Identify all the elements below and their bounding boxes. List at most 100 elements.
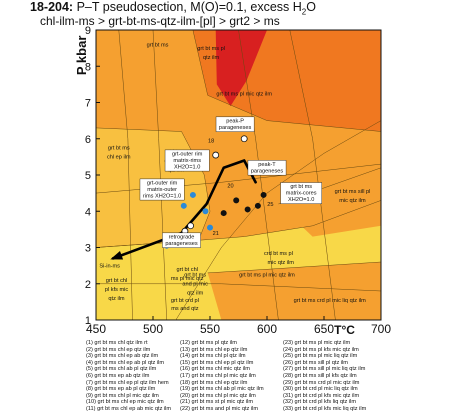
field-label-2: grt bt ms pl: [197, 46, 225, 52]
white-point-3: [212, 151, 220, 159]
legend-entry: (26) grt bt ms sill pl qtz ilm: [283, 359, 348, 366]
legend-entry: (27) grt bt ms sill pl mic liq qtz ilm: [283, 366, 366, 373]
field-label-29: 21: [213, 231, 219, 237]
field-label-1: grt bt ms: [147, 42, 169, 48]
legend-entry: (14) grt bt ms chl pl qtz ilm: [180, 353, 246, 360]
annotation-3: grt-outer rim matrix-rims XH2O=1.0: [172, 152, 203, 171]
legend-entry: (25) grt bt ms pl mic liq qtz ilm: [283, 353, 358, 360]
legend-entry: (5) grt bt ms chl ab pl qtz ilm: [86, 366, 157, 373]
legend-column-2: (12) grt bt ms pl qtz ilm (13) grt bt ms …: [180, 340, 264, 413]
blue-point-3: [202, 208, 209, 215]
legend-entry: (13) grt bt ms chl ep qtz ilm: [180, 346, 248, 353]
legend-entry: (12) grt bt ms pl qtz ilm: [180, 340, 237, 346]
x-tick-label-550: 550: [200, 322, 220, 336]
annotation-2-line-1: peak-T: [258, 162, 276, 168]
axes: 450 500 550 600 650 700 1 2 3 4 5 6 7 8 9 T°C P kbar: [74, 25, 391, 337]
legend-entry: (1) grt bt ms chl qtz ilm rt: [86, 340, 148, 346]
boundary-line-8: [238, 30, 279, 320]
legend-entry: (19) grt bt ms chl ab pl mic qtz ilm: [180, 386, 264, 393]
boundary-line-7: [152, 30, 167, 320]
x-tick-label-650: 650: [314, 322, 334, 336]
annotation-box-3: [164, 149, 210, 172]
field-label-12: crd bt ms pl: [264, 251, 293, 257]
boundary-line-4: [207, 261, 381, 274]
y-tick-label-9: 9: [85, 25, 91, 37]
legend-entry: (15) grt bt ms chl ep pl qtz ilm: [180, 359, 254, 366]
annotation-box-2: [247, 160, 287, 176]
legend-entry: (22) grt bt ms and pl mic qtz ilm: [180, 405, 259, 412]
legend-entry: (6) grt bt ms ep ab qtz ilm: [86, 372, 150, 379]
y-tick-label-1: 1: [85, 315, 91, 327]
field-label-3: qtz ilm: [203, 55, 220, 61]
black-point-3: [244, 206, 251, 213]
chart-title: 18-204: P–T pseudosection, M(O)=0.1, exc…: [30, 0, 316, 17]
annotation-4-line-1: grt-outer rim: [147, 181, 178, 187]
field-labels: grt bt ms grt bt ms pl qtz ilm grt bt ms pl…: [99, 42, 370, 312]
field-label-22: qtz ilm: [108, 296, 125, 302]
boundary-line-11: [96, 283, 381, 292]
legend-entry: (16) grt bt ms chl mic qtz ilm: [180, 366, 250, 373]
field-label-23: grt bt crd pl: [171, 298, 199, 304]
field-label-27: 18: [208, 138, 214, 144]
chart-subtitle: chl-ilm-ms > grt-bt-ms-qtz-ilm-[pl] > gr…: [40, 14, 280, 28]
annotation-3-line-3: XH2O=1.0: [174, 164, 200, 170]
legend-entry: (3) grt bt ms chl ep ab qtz ilm: [86, 353, 159, 360]
black-point-4: [233, 197, 240, 204]
annotation-5: grt bt ms matrix-cores XH2O=1.0: [286, 184, 317, 203]
field-label-6: chl ep ilm: [107, 155, 131, 161]
annotation-6-line-2: parageneses: [165, 241, 198, 247]
y-tick-label-3: 3: [85, 243, 91, 255]
field-red: [215, 30, 267, 107]
legend-entry: (17) grt bt ms chl pl mic qtz ilm: [180, 372, 256, 379]
annotation-3-line-2: matrix-rims: [173, 158, 201, 164]
title-subscript: 2: [301, 7, 307, 17]
legend-entry: (24) grt bt ms pl kfs mic qtz ilm: [283, 346, 359, 353]
annotation-box-4: [139, 178, 185, 201]
legend-entry: (9) grt bt ms chl pl mic qtz ilm: [86, 392, 159, 399]
legend-column-1: (1) grt bt ms chl qtz ilm rt (2) grt bt m…: [86, 340, 171, 413]
annotation-4: grt-outer rim matrix-outer rims XH2O=1.0: [143, 181, 181, 200]
boundary-lines: [96, 30, 381, 320]
field-label-25: grt bt ms crd pl mic liq qtz ilm: [294, 298, 366, 304]
black-point-2: [254, 202, 261, 209]
legend-entry: (20) grt bt ms chl pl mic qtz ilm: [180, 392, 256, 399]
boundary-line-2: [192, 30, 381, 132]
legend-entry: (11) grt bt ms chl ep ab mic qtz ilm: [86, 405, 172, 412]
field-sill: [278, 167, 381, 237]
annotation-2-line-2: parageneses: [251, 168, 284, 174]
field-label-16: ms pl mic qtz: [171, 276, 204, 282]
legend-entry: (33) grt bt crd pl kfs mic liq qtz ilm: [283, 405, 367, 412]
legend-entry: (2) grt bt ms chl ep qtz ilm: [86, 346, 151, 353]
field-label-17: grt bt ms: [184, 273, 206, 279]
black-point-5: [220, 210, 227, 217]
x-axis-label: T°C: [334, 323, 355, 337]
annotation-1-line-1: peak-P: [226, 118, 244, 124]
title-text: P–T pseudosection, M(O)=0.1, excess H: [73, 0, 302, 14]
field-crd: [207, 262, 381, 320]
boundary-line-9: [289, 30, 336, 320]
legend-entry: (31) grt bt crd pl kfs mic qtz ilm: [283, 392, 360, 399]
field-label-21: pl kfs mic: [105, 287, 129, 293]
field-label-4: grt bt ms pl mic qtz ilm: [216, 91, 272, 97]
field-label-26: Si-in-ms: [99, 263, 120, 269]
blue-point-1: [189, 191, 196, 198]
legend-entry: (4) grt bt ms chl ep ab pl qtz ilm: [86, 359, 165, 366]
y-tick-label-8: 8: [85, 61, 91, 73]
legend-column-3: (23) grt bt ms pl mic qtz ilm (24) grt bt…: [283, 340, 366, 413]
annotation-2: peak-T parageneses: [251, 162, 284, 174]
title-suffix: O: [306, 0, 316, 14]
field-label-5: grt bt ms: [108, 146, 130, 152]
legend-entry: (8) grt bt ms ep ab pl qtz ilm: [86, 386, 156, 393]
field-label-24: ms and qtz: [171, 306, 199, 312]
x-tick-label-450: 450: [86, 322, 106, 336]
sample-id: 18-204:: [30, 0, 74, 14]
y-tick-label-6: 6: [85, 134, 91, 146]
annotation-4-line-2: matrix-outer: [147, 187, 177, 193]
blue-point-2: [180, 202, 187, 209]
annotation-1: peak-P parageneses: [219, 118, 252, 130]
annotation-3-line-1: grt-outer rim: [172, 152, 203, 158]
field-label-15: grt bt chl: [176, 267, 197, 273]
white-point-5: [187, 222, 195, 230]
